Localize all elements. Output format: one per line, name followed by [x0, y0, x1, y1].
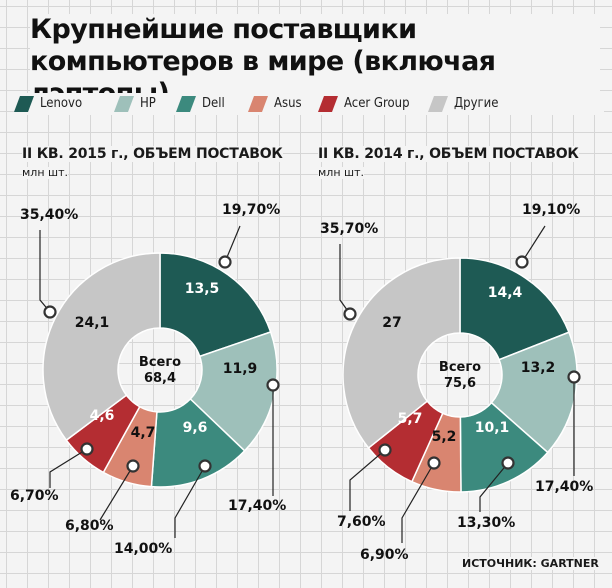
- units-label-2015: млн шт.: [22, 166, 68, 179]
- center-label: Всего: [139, 355, 181, 370]
- leader-marker: [198, 459, 212, 473]
- slice-percent-label: 19,70%: [222, 202, 280, 218]
- leader-line: [174, 465, 206, 538]
- leader-line: [39, 230, 51, 313]
- donut-chart-1: 14,4 13,2 10,1 5,2 5,7 27 19,10% 17,40% 13,30% 6,…: [320, 202, 593, 563]
- leader-marker: [266, 378, 280, 392]
- leader-line: [49, 448, 88, 488]
- legend-label: Acer Group: [344, 96, 410, 111]
- center-total: 75,6: [444, 376, 476, 391]
- leader-marker: [515, 255, 529, 269]
- donut-chart-0: 13,511,99,64,74,624,119,70%17,40%14,00%6…: [10, 202, 286, 557]
- leader-line: [339, 244, 351, 315]
- slice-percent-label: 6,80%: [65, 518, 114, 534]
- slice-percent-label: 6,70%: [10, 488, 59, 504]
- leader-marker: [427, 456, 441, 470]
- leader-marker: [378, 443, 392, 457]
- slice-value-label: 5,7: [398, 411, 423, 427]
- leader-marker: [567, 370, 581, 384]
- slice-value-label: 14,4: [488, 285, 523, 301]
- legend-label: Asus: [274, 96, 302, 111]
- leader-marker: [218, 255, 232, 269]
- slice-value-label: 24,1: [75, 315, 110, 331]
- chart-subtitle-2014: II КВ. 2014 г., ОБЪЕМ ПОСТАВОК: [318, 146, 579, 162]
- center-total: 68,4: [144, 371, 176, 386]
- slice-percent-label: 13,30%: [457, 515, 515, 531]
- legend-label: HP: [140, 96, 156, 111]
- legend-label: Другие: [454, 96, 499, 111]
- slice-другие: [42, 252, 161, 442]
- leader-marker: [126, 459, 140, 473]
- slice-lenovo: [459, 257, 570, 361]
- slice-value-label: 13,5: [185, 281, 220, 297]
- leader-line: [99, 465, 134, 521]
- leader-marker: [501, 456, 515, 470]
- source-note: ИСТОЧНИК: GARTNER: [462, 557, 599, 570]
- slice-percent-label: 14,00%: [114, 541, 172, 557]
- slice-другие: [342, 257, 461, 450]
- legend-swatch: [248, 96, 268, 112]
- leader-marker: [343, 307, 357, 321]
- slice-percent-label: 7,60%: [337, 514, 386, 530]
- slice-percent-label: 6,90%: [360, 547, 409, 563]
- leader-line: [479, 462, 509, 512]
- legend-label: Dell: [202, 96, 225, 111]
- legend-label: Lenovo: [40, 96, 83, 111]
- legend-swatch: [318, 96, 338, 112]
- units-label-2014: млн шт.: [318, 166, 364, 179]
- slice-value-label: 11,9: [223, 361, 258, 377]
- slice-value-label: 5,2: [432, 429, 457, 445]
- slice-hp: [490, 331, 578, 454]
- leader-marker: [80, 442, 94, 456]
- slice-percent-label: 19,10%: [522, 202, 580, 218]
- slice-lenovo: [159, 252, 272, 358]
- slice-dell: [150, 397, 246, 488]
- slice-hp: [189, 331, 278, 452]
- chart-subtitle-2015: II КВ. 2015 г., ОБЪЕМ ПОСТАВОК: [22, 146, 283, 162]
- legend: Lenovo HP Dell Asus Acer Group Другие: [14, 93, 604, 115]
- legend-swatch: [14, 96, 34, 112]
- leader-marker: [43, 305, 57, 319]
- legend-swatch: [114, 96, 134, 112]
- slice-value-label: 4,7: [131, 425, 156, 441]
- slice-value-label: 9,6: [183, 420, 208, 436]
- slice-value-label: 4,6: [90, 408, 115, 424]
- slice-value-label: 27: [382, 315, 401, 331]
- slice-value-label: 10,1: [475, 420, 510, 436]
- center-label: Всего: [439, 360, 481, 375]
- slice-percent-label: 35,70%: [320, 221, 378, 237]
- legend-swatch: [176, 96, 196, 112]
- slice-percent-label: 17,40%: [535, 479, 593, 495]
- slice-percent-label: 35,40%: [20, 207, 78, 223]
- slice-value-label: 13,2: [521, 360, 556, 376]
- leader-line: [401, 462, 435, 543]
- legend-swatch: [428, 96, 448, 112]
- slice-percent-label: 17,40%: [228, 498, 286, 514]
- leader-line: [521, 225, 546, 263]
- leader-line: [349, 449, 386, 511]
